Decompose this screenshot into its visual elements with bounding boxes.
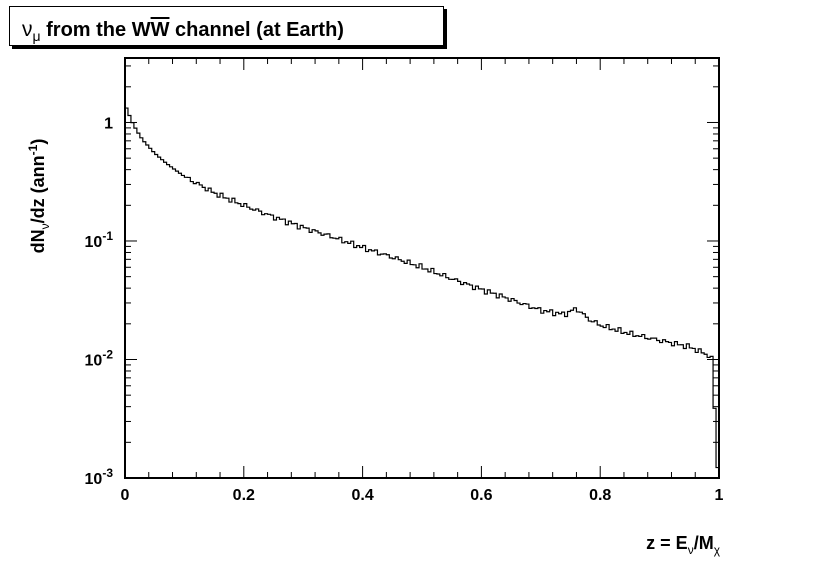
x-axis-label: z = Eν/Mχ bbox=[646, 533, 721, 557]
y-tick-label: 1 bbox=[104, 115, 113, 132]
title-box bbox=[9, 6, 444, 46]
spectrum-histogram bbox=[125, 107, 720, 478]
xlabel-sub2: χ bbox=[714, 543, 721, 557]
title-rest: channel (at Earth) bbox=[169, 19, 343, 41]
title-nu: ν bbox=[22, 18, 33, 41]
ylabel-sup: -1 bbox=[26, 144, 40, 155]
x-tick-label: 0.2 bbox=[233, 487, 255, 504]
xlabel-mid: /M bbox=[694, 533, 714, 553]
xlabel-prefix: z = E bbox=[646, 533, 688, 553]
y-tick-label: 10-2 bbox=[85, 347, 114, 369]
chart-title: νμ from the WW channel (at Earth) bbox=[22, 18, 344, 44]
x-tick-label: 0.4 bbox=[351, 487, 373, 504]
ylabel-prefix: dN bbox=[28, 229, 48, 253]
x-tick-label: 0 bbox=[121, 487, 130, 504]
x-tick-label: 1 bbox=[715, 487, 724, 504]
y-axis-label: dNν/dz (ann-1) bbox=[26, 139, 52, 254]
x-tick-label: 0.8 bbox=[589, 487, 611, 504]
title-text: from the W bbox=[41, 19, 151, 41]
xlabel-sub1: ν bbox=[688, 543, 694, 557]
plot-frame bbox=[124, 57, 720, 479]
ylabel-suffix: ) bbox=[28, 139, 48, 145]
y-tick-label: 10-1 bbox=[85, 229, 114, 251]
ylabel-mid: /dz (ann bbox=[28, 155, 48, 223]
x-tick-label: 0.6 bbox=[470, 487, 492, 504]
y-tick-label: 10-3 bbox=[85, 466, 114, 488]
ylabel-sub: ν bbox=[38, 223, 52, 229]
title-wbar: W bbox=[151, 19, 170, 41]
plot-area: 0 0.2 0.4 0.6 0.8 1 1 10-1 10-2 10-3 bbox=[85, 58, 724, 504]
title-mu: μ bbox=[33, 28, 41, 44]
